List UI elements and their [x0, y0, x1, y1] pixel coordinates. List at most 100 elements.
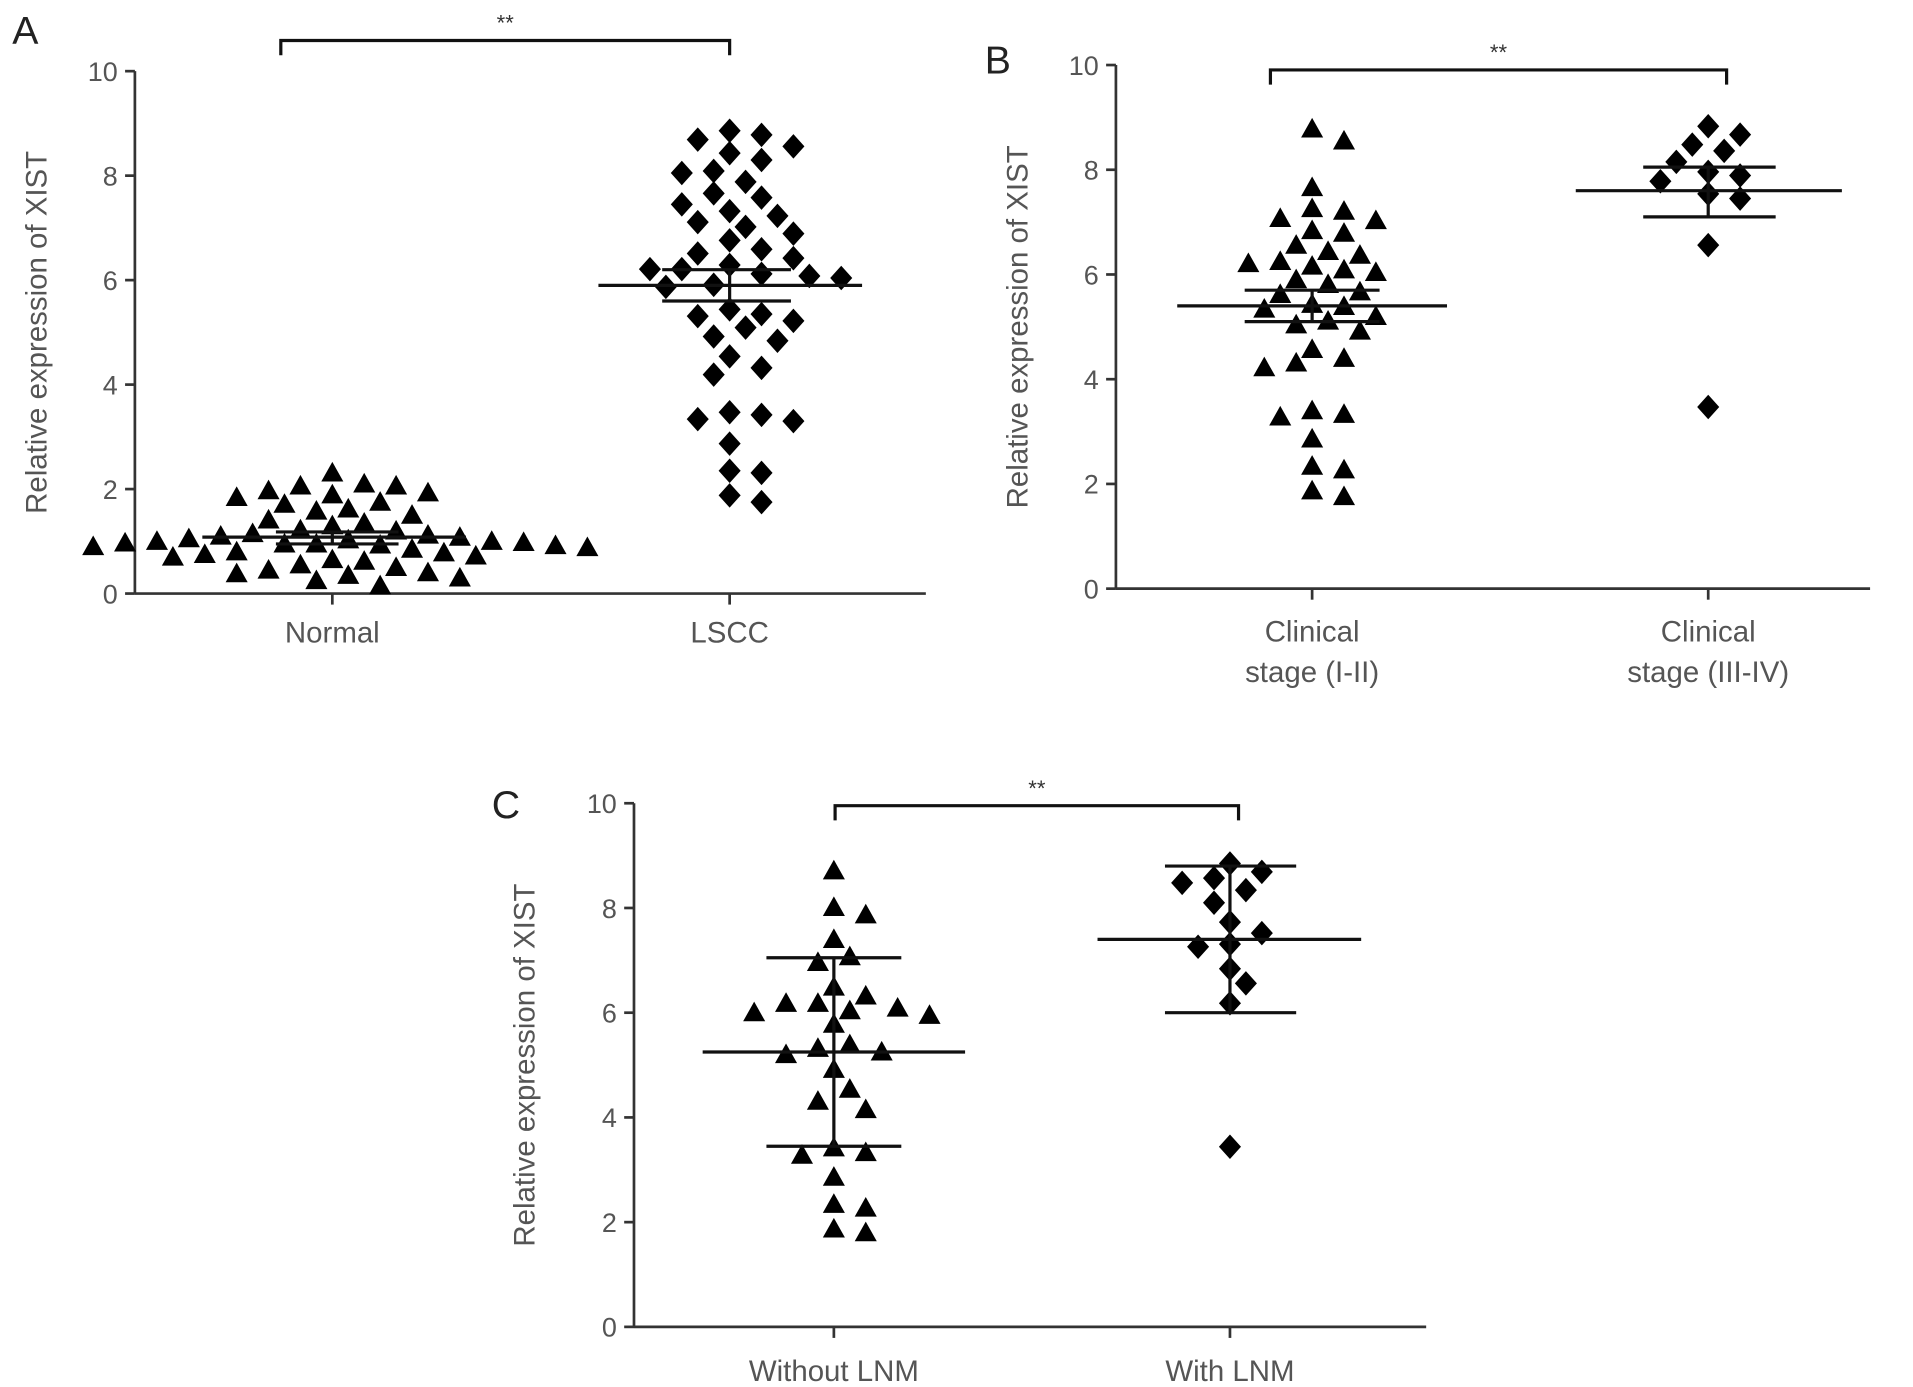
- data-point-diamond: [718, 198, 741, 224]
- data-point-triangle: [289, 474, 312, 495]
- data-point-triangle: [1332, 485, 1356, 506]
- data-point-triangle: [1348, 319, 1371, 340]
- data-point-triangle: [806, 1090, 829, 1110]
- data-point-diamond: [718, 140, 741, 166]
- x-tick-label: stage (III-IV): [1627, 656, 1789, 689]
- data-point-triangle: [257, 559, 280, 579]
- data-point-triangle: [1285, 313, 1308, 334]
- data-point-diamond: [766, 203, 789, 229]
- data-point-triangle: [822, 928, 845, 948]
- data-point-triangle: [321, 548, 344, 569]
- data-point-diamond: [1713, 138, 1736, 164]
- data-point-triangle: [854, 1098, 877, 1119]
- x-tick-label: Without LNM: [749, 1355, 919, 1387]
- data-point-triangle: [1285, 351, 1308, 372]
- data-point-diamond: [1697, 114, 1720, 139]
- data-point-triangle: [1332, 222, 1356, 242]
- data-point-triangle: [257, 508, 280, 529]
- data-point-triangle: [790, 1144, 814, 1164]
- y-tick-label: 2: [1084, 470, 1099, 500]
- data-point-triangle: [1317, 273, 1340, 294]
- data-point-triangle: [1317, 240, 1340, 261]
- panel-label: A: [12, 9, 39, 53]
- data-point-triangle: [886, 996, 909, 1017]
- data-point-triangle: [385, 474, 408, 495]
- data-point-diamond: [1665, 149, 1688, 175]
- data-point-triangle: [1301, 117, 1324, 138]
- data-point-triangle: [114, 531, 137, 552]
- data-point-triangle: [1332, 200, 1356, 220]
- data-point-triangle: [385, 519, 408, 540]
- data-point-triangle: [353, 472, 376, 493]
- data-point-diamond: [718, 458, 741, 484]
- data-point-diamond: [1202, 865, 1226, 891]
- y-tick-label: 10: [587, 789, 617, 819]
- data-point-triangle: [806, 1037, 829, 1057]
- data-point-triangle: [289, 518, 312, 539]
- data-point-triangle: [289, 553, 312, 574]
- data-point-triangle: [193, 543, 216, 563]
- data-point-triangle: [822, 1193, 845, 1213]
- data-point-triangle: [806, 992, 829, 1012]
- data-point-diamond: [686, 241, 709, 266]
- data-point-triangle: [225, 486, 248, 507]
- data-point-diamond: [670, 160, 693, 186]
- data-point-triangle: [1301, 197, 1324, 218]
- data-point-triangle: [273, 493, 296, 513]
- significance-label: **: [497, 11, 515, 36]
- data-point-triangle: [1269, 405, 1292, 426]
- data-point-triangle: [1332, 258, 1356, 279]
- data-point-triangle: [512, 531, 535, 551]
- panel-label: B: [985, 39, 1011, 83]
- data-point-triangle: [838, 1033, 861, 1054]
- data-point-diamond: [1729, 186, 1752, 211]
- data-point-diamond: [1234, 971, 1257, 996]
- data-point-diamond: [1202, 890, 1226, 916]
- data-point-triangle: [305, 569, 328, 590]
- data-point-triangle: [480, 530, 503, 550]
- data-point-diamond: [718, 431, 741, 456]
- data-point-diamond: [750, 402, 773, 428]
- data-point-triangle: [1237, 252, 1260, 273]
- data-point-diamond: [782, 245, 805, 271]
- y-tick-label: 0: [602, 1313, 617, 1343]
- data-point-diamond: [686, 406, 709, 432]
- data-point-triangle: [321, 483, 344, 504]
- data-point-diamond: [1218, 1134, 1241, 1160]
- y-tick-label: 6: [103, 266, 118, 296]
- data-point-diamond: [686, 303, 709, 329]
- panel-B: B 0 2 4 6 8 10 Relative expression of XIST Clini…: [985, 39, 1871, 689]
- y-tick-label: 8: [103, 161, 118, 191]
- data-point-triangle: [337, 564, 360, 584]
- data-point-triangle: [353, 511, 376, 532]
- data-point-triangle: [161, 545, 184, 566]
- y-tick-label: 10: [1069, 51, 1099, 81]
- data-point-triangle: [1301, 176, 1324, 197]
- data-point-triangle: [806, 951, 829, 972]
- data-point-diamond: [1697, 394, 1720, 420]
- data-point-triangle: [1301, 338, 1324, 358]
- y-tick-label: 8: [1084, 156, 1099, 186]
- data-point-diamond: [750, 460, 773, 486]
- data-point-triangle: [822, 896, 845, 917]
- data-point-diamond: [798, 263, 821, 289]
- data-point-triangle: [1269, 207, 1292, 228]
- data-point-triangle: [1301, 399, 1324, 420]
- data-point-triangle: [353, 550, 376, 570]
- data-point-triangle: [576, 536, 599, 557]
- data-point-diamond: [1171, 870, 1194, 896]
- data-point-triangle: [448, 566, 471, 587]
- data-point-triangle: [1332, 458, 1356, 479]
- data-point-diamond: [750, 237, 773, 262]
- significance-bracket: [279, 38, 732, 56]
- data-point-triangle: [1364, 209, 1387, 230]
- data-point-triangle: [400, 538, 424, 558]
- data-point-triangle: [1285, 268, 1308, 289]
- y-tick-label: 10: [88, 57, 118, 87]
- y-tick-label: 2: [602, 1208, 617, 1238]
- data-point-triangle: [416, 481, 440, 502]
- data-point-diamond: [702, 158, 725, 184]
- data-point-diamond: [702, 181, 725, 206]
- data-point-diamond: [1218, 851, 1241, 876]
- data-point-triangle: [225, 540, 248, 561]
